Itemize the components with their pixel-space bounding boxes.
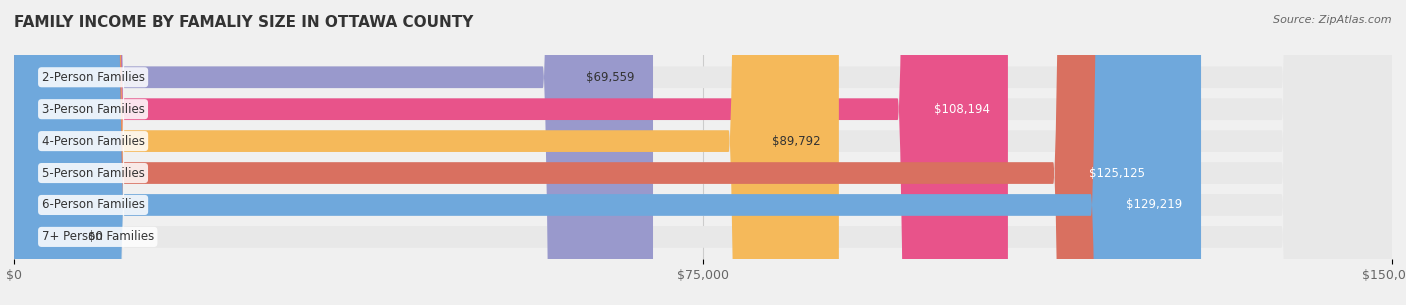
FancyBboxPatch shape xyxy=(14,0,1008,305)
FancyBboxPatch shape xyxy=(14,0,1392,305)
FancyBboxPatch shape xyxy=(14,0,839,305)
FancyBboxPatch shape xyxy=(14,0,1392,305)
Text: $89,792: $89,792 xyxy=(772,135,821,148)
Text: 6-Person Families: 6-Person Families xyxy=(42,199,145,211)
Text: $125,125: $125,125 xyxy=(1090,167,1144,180)
Text: FAMILY INCOME BY FAMALIY SIZE IN OTTAWA COUNTY: FAMILY INCOME BY FAMALIY SIZE IN OTTAWA … xyxy=(14,15,474,30)
Text: 3-Person Families: 3-Person Families xyxy=(42,103,145,116)
FancyBboxPatch shape xyxy=(14,0,1392,305)
Text: Source: ZipAtlas.com: Source: ZipAtlas.com xyxy=(1274,15,1392,25)
FancyBboxPatch shape xyxy=(14,0,1392,305)
FancyBboxPatch shape xyxy=(14,0,1392,305)
Text: $0: $0 xyxy=(87,230,103,243)
Text: 5-Person Families: 5-Person Families xyxy=(42,167,145,180)
Text: $108,194: $108,194 xyxy=(934,103,990,116)
Text: $129,219: $129,219 xyxy=(1126,199,1182,211)
FancyBboxPatch shape xyxy=(14,0,652,305)
FancyBboxPatch shape xyxy=(14,0,1201,305)
Text: 2-Person Families: 2-Person Families xyxy=(42,71,145,84)
Text: $69,559: $69,559 xyxy=(586,71,634,84)
Text: 4-Person Families: 4-Person Families xyxy=(42,135,145,148)
FancyBboxPatch shape xyxy=(14,0,1392,305)
Text: 7+ Person Families: 7+ Person Families xyxy=(42,230,153,243)
FancyBboxPatch shape xyxy=(14,0,1163,305)
